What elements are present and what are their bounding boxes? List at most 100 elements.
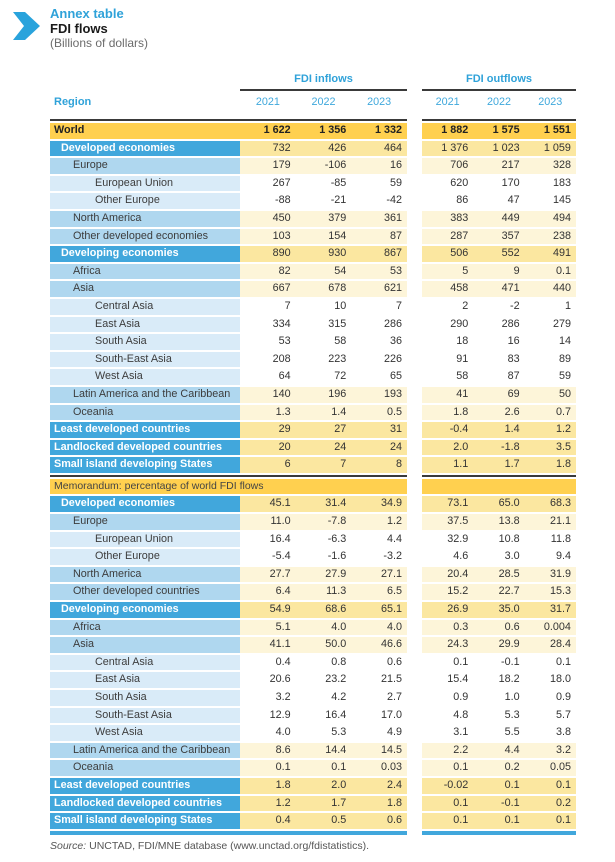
table-row: Africa 5.1 4.0 4.0 0.3 0.6 0.004 [50,619,576,636]
column-group-gap [407,299,422,315]
inflow-value-2022: 2.0 [295,777,352,794]
inflow-value-2023: 53 [351,263,407,280]
table-row: Asia 667 678 621 458 471 440 [50,281,576,297]
table-row: Other developed economies 103 154 87 287 357 2… [50,228,576,245]
inflow-value-2021: 103 [240,228,296,245]
region-label: Central Asia [95,655,154,668]
column-group-gap [407,264,422,280]
inflow-value-2022: 11.3 [295,584,352,601]
inflow-value-2022: 379 [295,210,352,227]
source-prefix: Source: [50,840,87,852]
inflow-value-2023: 0.5 [351,404,407,421]
outflow-value-2021: 3.1 [421,725,474,741]
outflow-value-2023: 31.9 [524,566,576,583]
column-group-gap [407,317,422,333]
region-label-cell: Small island developing States [50,813,240,829]
outflow-value-2022: 5.3 [473,707,525,724]
region-label: South Asia [95,691,147,703]
outflow-value-2023: 0.05 [524,760,576,776]
table-row: Europe 179 -106 16 706 217 328 [50,158,576,174]
inflow-value-2021: 20.6 [240,672,296,688]
region-column-header: Region [54,96,92,108]
source-note: Source: UNCTAD, FDI/MNE database (www.un… [50,840,369,852]
column-group-gap [407,211,422,227]
column-group-gap [407,549,422,565]
inflow-value-2023: 16 [351,158,407,174]
outflow-value-2022: 3.0 [473,549,525,565]
outflow-value-2021: 0.1 [421,654,474,671]
inflow-value-2022: 0.1 [295,760,352,776]
inflow-value-2022: 68.6 [295,602,352,618]
inflow-value-2023: -42 [351,193,407,209]
inflow-value-2023: 46.6 [351,637,407,653]
outflow-value-2021: 458 [421,281,474,297]
outflow-value-2021: 1.1 [421,457,474,473]
outflow-value-2023: 18.0 [524,672,576,688]
inflow-value-2021: 208 [240,351,296,368]
inflow-value-2023: 27.1 [351,566,407,583]
column-group-gap [407,369,422,385]
inflow-value-2023: 193 [351,386,407,403]
inflow-value-2023: 2.4 [351,777,407,794]
region-label: Asia [73,638,95,651]
table-row: East Asia 20.6 23.2 21.5 15.4 18.2 18.0 [50,672,576,688]
inflow-value-2023: 2.7 [351,690,407,706]
memorandum-top-rule [50,474,576,477]
outflow-value-2022: 47 [473,193,525,209]
region-label: Africa [73,620,101,633]
table-row: Oceania 0.1 0.1 0.03 0.1 0.2 0.05 [50,760,576,776]
inflow-value-2023: 1 332 [351,123,407,139]
inflow-value-2022: 14.4 [295,742,352,759]
inflow-value-2023: 8 [351,457,407,473]
region-label-cell: South Asia [50,690,240,706]
outflow-value-2021: 2.0 [421,439,474,456]
inflow-value-2022: -21 [295,193,352,209]
region-label: Europe [73,515,108,528]
outflow-value-2022: 9 [473,263,525,280]
region-label: Landlocked developed countries [54,796,222,809]
table-row: South-East Asia 12.9 16.4 17.0 4.8 5.3 5.7 [50,707,576,724]
outflow-value-2021: 2 [421,298,474,315]
column-group-gap [407,422,422,438]
inflow-value-2023: 65.1 [351,602,407,618]
inflow-value-2022: 154 [295,228,352,245]
column-group-gap [407,796,422,812]
outflow-value-2022: -0.1 [473,795,525,812]
table-row: Landlocked developed countries 20 24 24 2.0-… [50,439,576,456]
region-label-cell: Asia [50,637,240,653]
outflow-value-2022: 10.8 [473,531,525,548]
region-label-cell: Europe [50,514,240,530]
inflow-year-2022: 2022 [311,96,336,108]
inflow-value-2022: -7.8 [295,514,352,530]
region-label: Developing economies [61,603,179,616]
region-label-cell: East Asia [50,672,240,688]
inflow-value-2021: 450 [240,210,296,227]
outflow-value-2023: 1 [524,298,576,315]
region-label: South-East Asia [95,352,172,365]
region-label-cell: Other Europe [50,193,240,209]
inflow-value-2021: 12.9 [240,707,296,724]
table-row: World 1 622 1 356 1 332 1 882 1 575 1 551 [50,123,576,139]
table-row: Central Asia 0.4 0.8 0.6 0.1 -0.1 0.1 [50,654,576,671]
column-group-gap [407,620,422,636]
table-row: Developing economies 54.9 68.6 65.1 26.9 35.0… [50,602,576,618]
column-group-gap [407,725,422,741]
region-label-cell: Landlocked developed countries [50,795,240,812]
outflow-value-2021: 0.1 [421,760,474,776]
table-row: South-East Asia 208 223 226 91 83 89 [50,351,576,368]
outflow-value-2023: 1.8 [524,457,576,473]
outflow-value-2022: -0.1 [473,654,525,671]
group-header-rule [50,89,576,91]
region-label-cell: North America [50,210,240,227]
inflow-value-2022: 0.8 [295,654,352,671]
inflow-value-2021: 890 [240,246,296,262]
table-row: Asia 41.1 50.0 46.6 24.3 29.9 28.4 [50,637,576,653]
outflow-value-2023: 0.9 [524,690,576,706]
inflow-value-2021: 82 [240,263,296,280]
inflow-value-2021: 179 [240,158,296,174]
outflow-value-2022: 83 [473,351,525,368]
inflow-value-2022: 223 [295,351,352,368]
outflow-value-2023: 89 [524,351,576,368]
outflow-value-2021: 620 [421,175,474,192]
region-label-cell: Small island developing States [50,457,240,473]
